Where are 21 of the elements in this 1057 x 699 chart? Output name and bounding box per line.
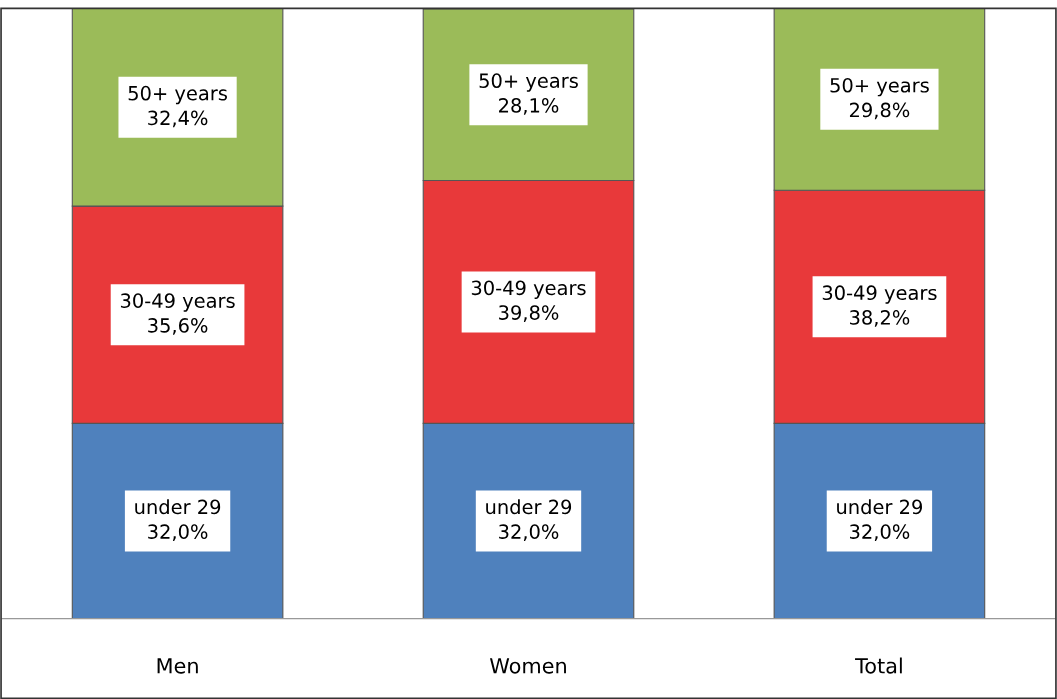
data-label: 28,1% — [499, 98, 559, 115]
x-tick-label: Total — [855, 657, 902, 674]
text: under 29 — [135, 499, 221, 515]
data-label: 38,2% — [850, 310, 910, 327]
text: 30-49 years — [120, 293, 235, 312]
x-tick-label: Women — [489, 658, 566, 674]
data-label: 32,4% — [148, 110, 208, 128]
data-label: 32,0% — [850, 524, 910, 541]
data-label: 29,8% — [849, 102, 910, 120]
series-label: 50+ years — [128, 85, 227, 105]
data-label: 32,0% — [148, 524, 208, 541]
data-label: 39,8% — [499, 305, 559, 322]
data-label: 35,6% — [148, 318, 208, 335]
text: under 29 — [837, 499, 922, 515]
series-label: 30-49 years — [471, 280, 586, 299]
text: 30-49 years — [822, 285, 937, 304]
x-tick-label: Men — [157, 658, 198, 674]
text: 50+ years — [479, 73, 578, 92]
series-label: under 29 — [486, 499, 572, 515]
data-label: 32,0% — [499, 524, 559, 541]
text: 50+ years — [830, 77, 929, 97]
